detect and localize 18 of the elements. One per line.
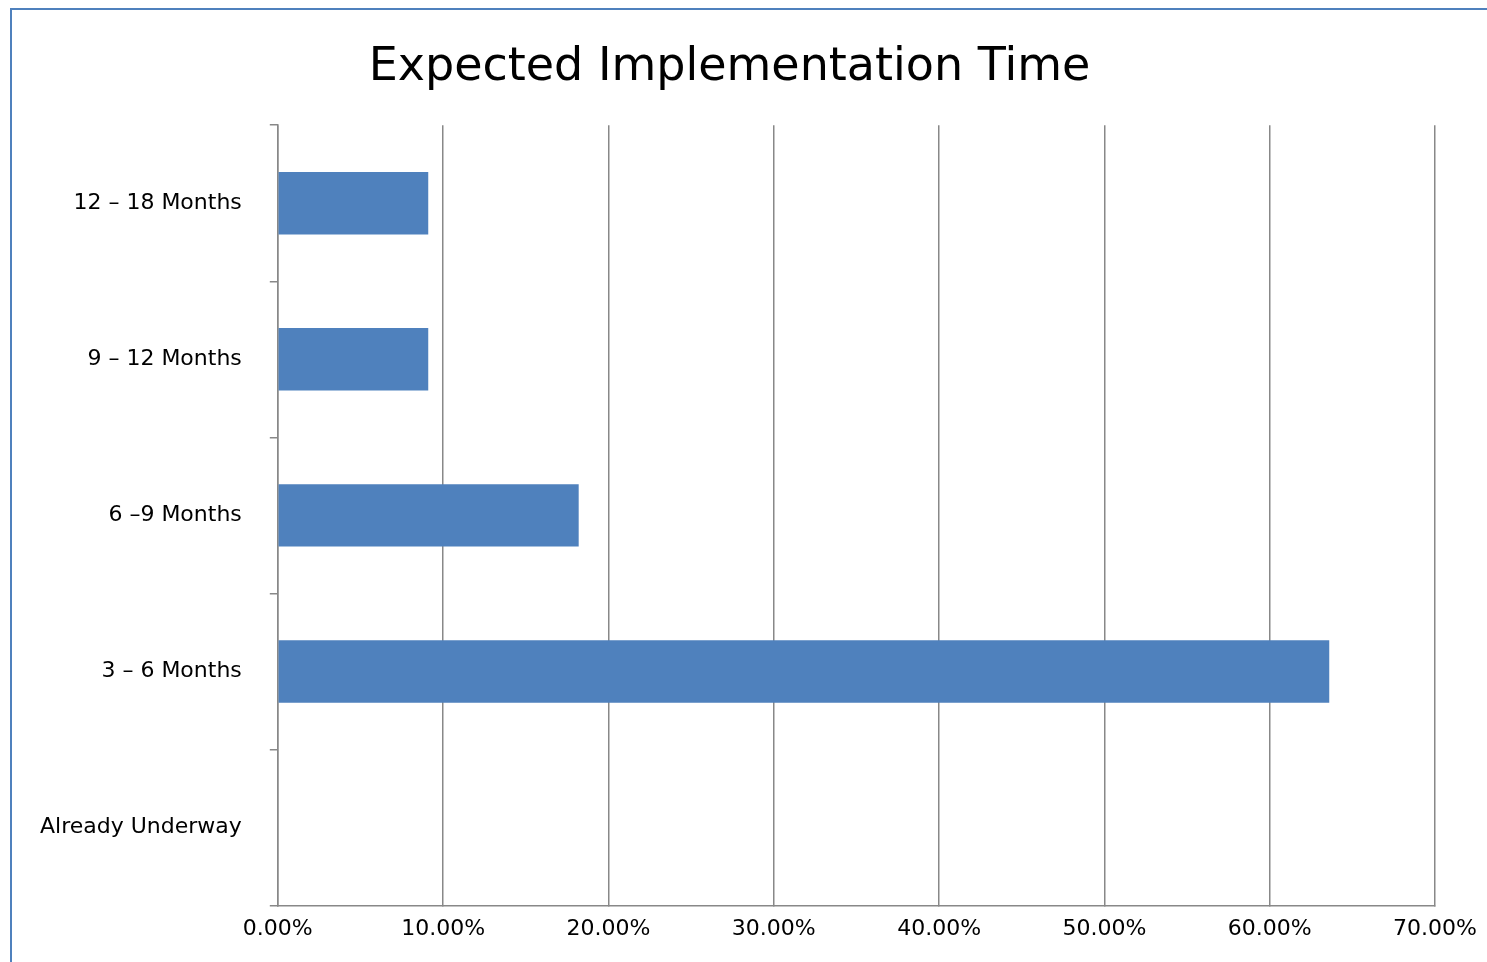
x-tick-label: 60.00% [1227, 914, 1312, 940]
y-tick-label: 6 –9 Months [108, 501, 242, 527]
bar [278, 328, 429, 391]
x-tick-label: 50.00% [1062, 914, 1147, 940]
bar [278, 172, 429, 235]
x-tick-label: 30.00% [731, 914, 816, 940]
x-tick-label: 70.00% [1393, 914, 1477, 940]
chart-title: Expected Implementation Time [368, 36, 1091, 91]
x-tick-label: 10.00% [401, 914, 486, 940]
y-tick-label: Already Underway [39, 813, 242, 839]
x-tick-label: 20.00% [566, 914, 651, 940]
y-tick-label: 12 – 18 Months [73, 188, 242, 214]
x-tick-label: 40.00% [897, 914, 982, 940]
y-tick-label: 9 – 12 Months [87, 345, 242, 371]
bar [278, 484, 579, 547]
y-tick-label: 3 – 6 Months [101, 657, 242, 683]
bar [278, 640, 1330, 703]
x-tick-label: 0.00% [242, 914, 313, 940]
